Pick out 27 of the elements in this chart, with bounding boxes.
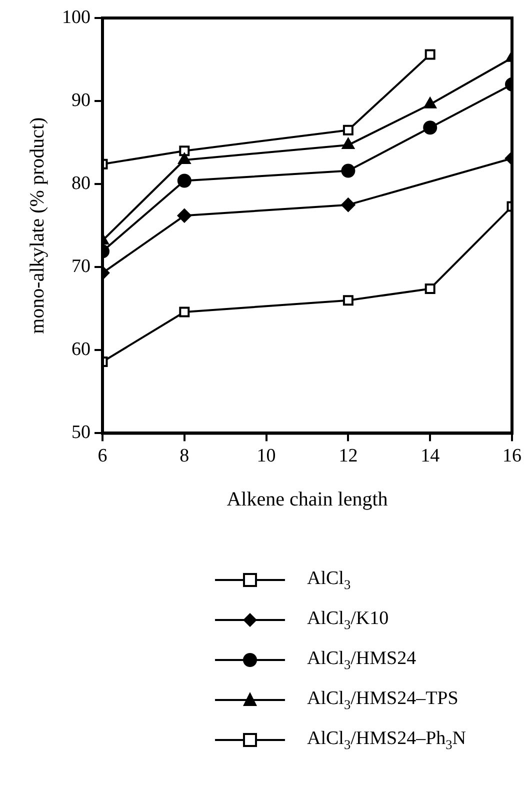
x-tick-label: 14 [420,446,440,467]
y-axis-title: mono-alkylate (% product) [26,117,48,334]
y-tick-label: 60 [72,339,90,360]
legend-label: AlCl$_{3}$/HMS24–Ph$_{3}$N [307,728,466,752]
point [342,138,354,150]
legend-label: AlCl$_{3}$/HMS24–TPS [307,688,458,712]
x-tick-label: 8 [180,446,190,467]
legend-label: AlCl$_{3}$/HMS24 [307,648,416,672]
point [423,120,438,135]
point [424,283,436,294]
point [341,164,356,178]
x-axis-title: Alkene chain length [226,488,388,510]
point [342,124,354,136]
x-tick-label: 10 [256,446,276,467]
x-tick-label: 16 [502,446,522,467]
legend-label: AlCl$_{3}$/K10 [307,608,389,632]
legend-label: AlCl$_{3}$ [307,568,351,592]
y-tick-label: 70 [72,256,90,278]
x-tick-label: 12 [338,446,358,467]
y-tick-label: 90 [72,90,90,112]
y-tick-label: 50 [72,422,90,444]
y-tick-label: 80 [72,173,90,194]
point [424,49,436,60]
point [424,97,436,108]
y-tick-label: 100 [62,6,90,28]
x-tick-label: 6 [98,446,108,467]
point [342,295,354,306]
